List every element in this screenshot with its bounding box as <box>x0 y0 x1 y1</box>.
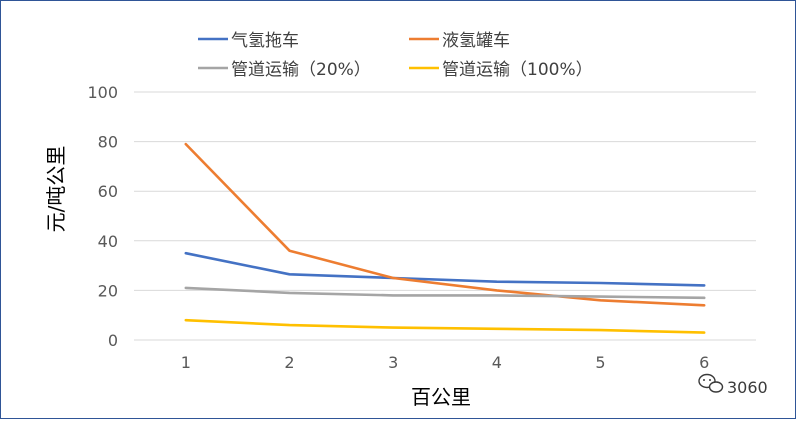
y-tick-label: 0 <box>108 331 118 350</box>
x-tick-label: 1 <box>181 353 191 372</box>
y-tick-label: 40 <box>98 232 118 251</box>
series-line-4 <box>184 318 706 334</box>
watermark-text: 3060 <box>727 378 768 397</box>
x-axis-title: 百公里 <box>411 385 471 409</box>
legend-label: 液氢罐车 <box>442 31 510 51</box>
y-tick-label: 60 <box>98 182 118 201</box>
x-tick-label: 6 <box>699 353 709 372</box>
series-line-1 <box>184 251 706 287</box>
y-tick-label: 100 <box>87 83 118 102</box>
series-line-2 <box>184 142 706 307</box>
watermark: 3060 <box>698 373 768 397</box>
y-tick-label: 80 <box>98 133 118 152</box>
y-axis-title: 元/吨公里 <box>44 146 68 233</box>
wechat-icon <box>698 373 724 393</box>
legend-label: 管道运输（20%） <box>231 60 371 80</box>
x-tick-label: 5 <box>595 353 605 372</box>
x-tick-label: 4 <box>492 353 502 372</box>
y-tick-label: 20 <box>98 281 118 300</box>
x-tick-labels: 1 2 3 4 5 6 <box>181 353 710 372</box>
x-tick-label: 3 <box>388 353 398 372</box>
x-tick-label: 2 <box>284 353 294 372</box>
legend-label: 气氢拖车 <box>231 31 299 51</box>
y-tick-labels: 0 20 40 60 80 100 <box>87 83 118 350</box>
series-lines <box>184 142 706 334</box>
series-line-3 <box>184 286 706 300</box>
legend-label: 管道运输（100%） <box>442 60 593 80</box>
